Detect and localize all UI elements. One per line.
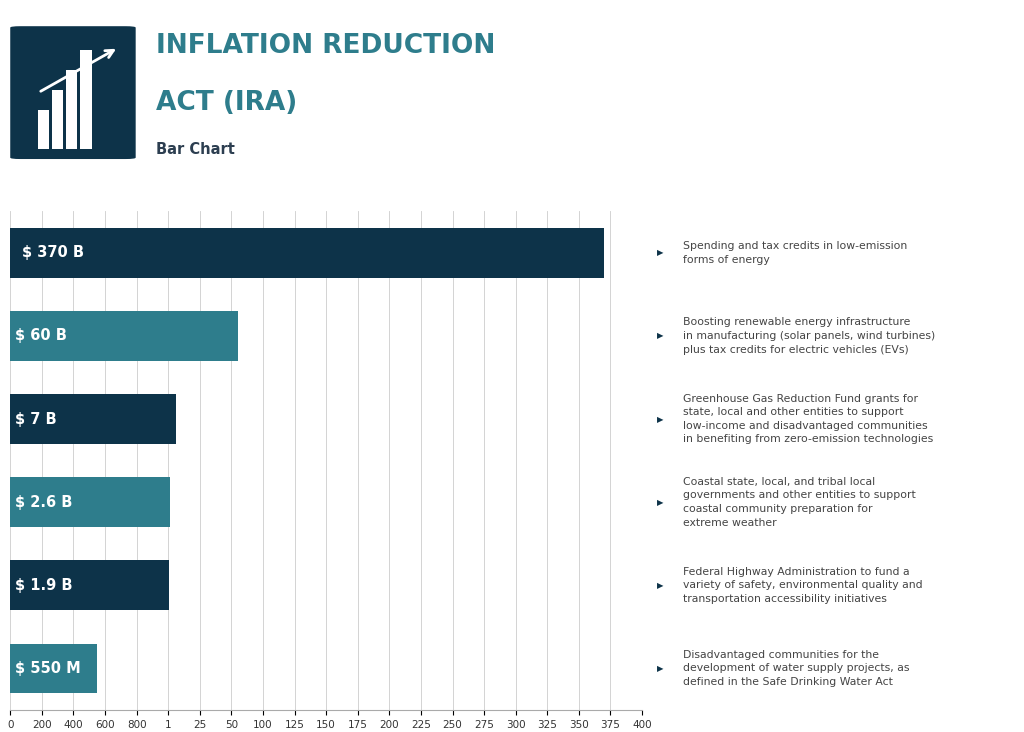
Text: Spending and tax credits in low-emission
forms of energy: Spending and tax credits in low-emission… — [683, 241, 907, 265]
Bar — [10, 561, 169, 610]
Text: Boosting renewable energy infrastructure
in manufacturing (solar panels, wind tu: Boosting renewable energy infrastructure… — [683, 318, 935, 354]
Bar — [38, 110, 49, 149]
Text: Bar Chart: Bar Chart — [156, 142, 234, 157]
Bar — [52, 90, 63, 149]
Bar — [10, 228, 604, 277]
Text: INFLATION REDUCTION: INFLATION REDUCTION — [156, 33, 496, 59]
Bar — [10, 394, 176, 444]
Text: ▶: ▶ — [657, 414, 664, 424]
Text: ▶: ▶ — [657, 332, 664, 340]
Text: Coastal state, local, and tribal local
governments and other entities to support: Coastal state, local, and tribal local g… — [683, 477, 915, 528]
Text: ▶: ▶ — [657, 248, 664, 258]
Bar — [10, 311, 238, 361]
Text: Greenhouse Gas Reduction Fund grants for
state, local and other entities to supp: Greenhouse Gas Reduction Fund grants for… — [683, 394, 933, 444]
Text: Disadvantaged communities for the
development of water supply projects, as
defin: Disadvantaged communities for the develo… — [683, 650, 909, 687]
Text: $ 370 B: $ 370 B — [23, 245, 84, 261]
Text: ▶: ▶ — [657, 664, 664, 673]
Text: $ 1.9 B: $ 1.9 B — [15, 578, 73, 593]
Bar — [81, 51, 91, 149]
FancyBboxPatch shape — [10, 26, 135, 159]
Text: $ 2.6 B: $ 2.6 B — [15, 495, 73, 509]
Text: ACT (IRA): ACT (IRA) — [156, 90, 297, 116]
Text: Federal Highway Administration to fund a
variety of safety, environmental qualit: Federal Highway Administration to fund a… — [683, 567, 923, 604]
Bar — [67, 70, 78, 149]
Bar — [10, 477, 170, 527]
Text: $ 7 B: $ 7 B — [15, 411, 56, 427]
Bar — [10, 643, 97, 693]
Text: ▶: ▶ — [657, 581, 664, 590]
Text: $ 550 M: $ 550 M — [15, 661, 81, 676]
Text: ▶: ▶ — [657, 498, 664, 507]
Text: $ 60 B: $ 60 B — [15, 329, 67, 343]
